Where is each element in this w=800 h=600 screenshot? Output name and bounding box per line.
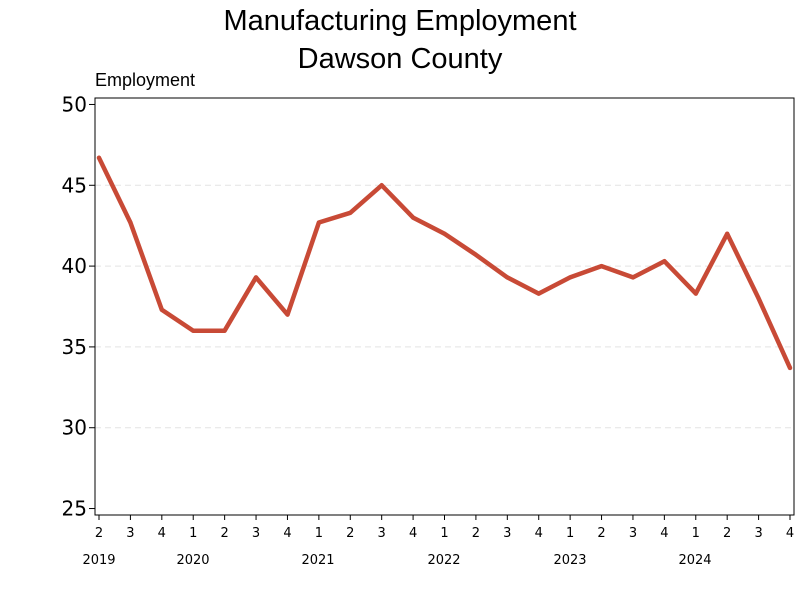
data-point	[473, 252, 478, 257]
data-point	[630, 275, 635, 280]
x-tick-label: 3	[503, 526, 511, 541]
data-point	[693, 291, 698, 296]
x-year-label-2023: 2023	[553, 553, 586, 568]
data-point	[222, 328, 227, 333]
x-tick-label: 1	[692, 526, 700, 541]
x-tick-label: 1	[315, 526, 323, 541]
x-axis-year-labels: 2019 2020 2021 2022 2023 2024	[82, 553, 711, 568]
x-tick-label: 2	[723, 526, 731, 541]
data-point	[505, 275, 510, 280]
x-tick-label: 3	[754, 526, 762, 541]
x-tick-label: 2	[472, 526, 480, 541]
x-tick-label: 3	[126, 526, 134, 541]
x-tick-label: 3	[252, 526, 260, 541]
x-tick-label: 4	[660, 526, 668, 541]
data-point	[599, 264, 604, 269]
grid-lines	[95, 184, 794, 429]
y-tick-label-30: 30	[62, 416, 87, 440]
x-tick-label: 2	[220, 526, 228, 541]
data-point	[128, 220, 133, 225]
data-point	[159, 307, 164, 312]
x-tick-label: 2	[95, 526, 103, 541]
data-point	[662, 259, 667, 264]
x-tick-label: 4	[409, 526, 417, 541]
data-point	[568, 275, 573, 280]
x-tick-label: 4	[158, 526, 166, 541]
data-point	[191, 328, 196, 333]
x-tick-label: 1	[189, 526, 197, 541]
y-axis-label: Employment	[95, 70, 195, 90]
x-year-label-2024: 2024	[678, 553, 711, 568]
plot-frame	[94, 97, 795, 516]
data-point	[254, 275, 259, 280]
x-tick-label: 3	[378, 526, 386, 541]
x-tick-label: 2	[597, 526, 605, 541]
employment-line	[96, 155, 793, 371]
data-point	[536, 291, 541, 296]
x-tick-label: 3	[629, 526, 637, 541]
x-tick-label: 2	[346, 526, 354, 541]
data-point	[348, 210, 353, 215]
x-year-label-2022: 2022	[427, 553, 460, 568]
data-point	[411, 215, 416, 220]
x-axis-ticks: 2 3 4 1 2 3 4 1 2 3 4 1 2 3 4 1 2 3 4 1 2 3 4	[95, 515, 794, 541]
x-tick-label: 1	[440, 526, 448, 541]
y-tick-label-35: 35	[62, 335, 87, 359]
y-tick-label-25: 25	[62, 497, 87, 521]
x-year-label-2021: 2021	[301, 553, 334, 568]
chart-title-line-1: Manufacturing Employment	[224, 5, 577, 37]
employment-series	[96, 155, 793, 371]
data-point	[285, 312, 290, 317]
x-tick-label: 4	[535, 526, 543, 541]
y-axis-ticks: 25 30 35 40 45 50	[62, 92, 95, 521]
data-point	[316, 220, 321, 225]
chart-title-line-2: Dawson County	[298, 43, 503, 75]
x-year-label-2020: 2020	[176, 553, 209, 568]
data-point	[725, 231, 730, 236]
x-tick-label: 4	[786, 526, 794, 541]
x-year-label-2019: 2019	[82, 553, 115, 568]
data-point	[788, 365, 792, 370]
data-point	[756, 296, 761, 301]
y-tick-label-50: 50	[62, 92, 87, 116]
data-point	[379, 183, 384, 188]
data-point	[442, 231, 447, 236]
y-tick-label-45: 45	[62, 173, 87, 197]
x-tick-label: 4	[283, 526, 291, 541]
y-tick-label-40: 40	[62, 254, 87, 278]
data-point	[97, 155, 101, 160]
x-tick-label: 1	[566, 526, 574, 541]
